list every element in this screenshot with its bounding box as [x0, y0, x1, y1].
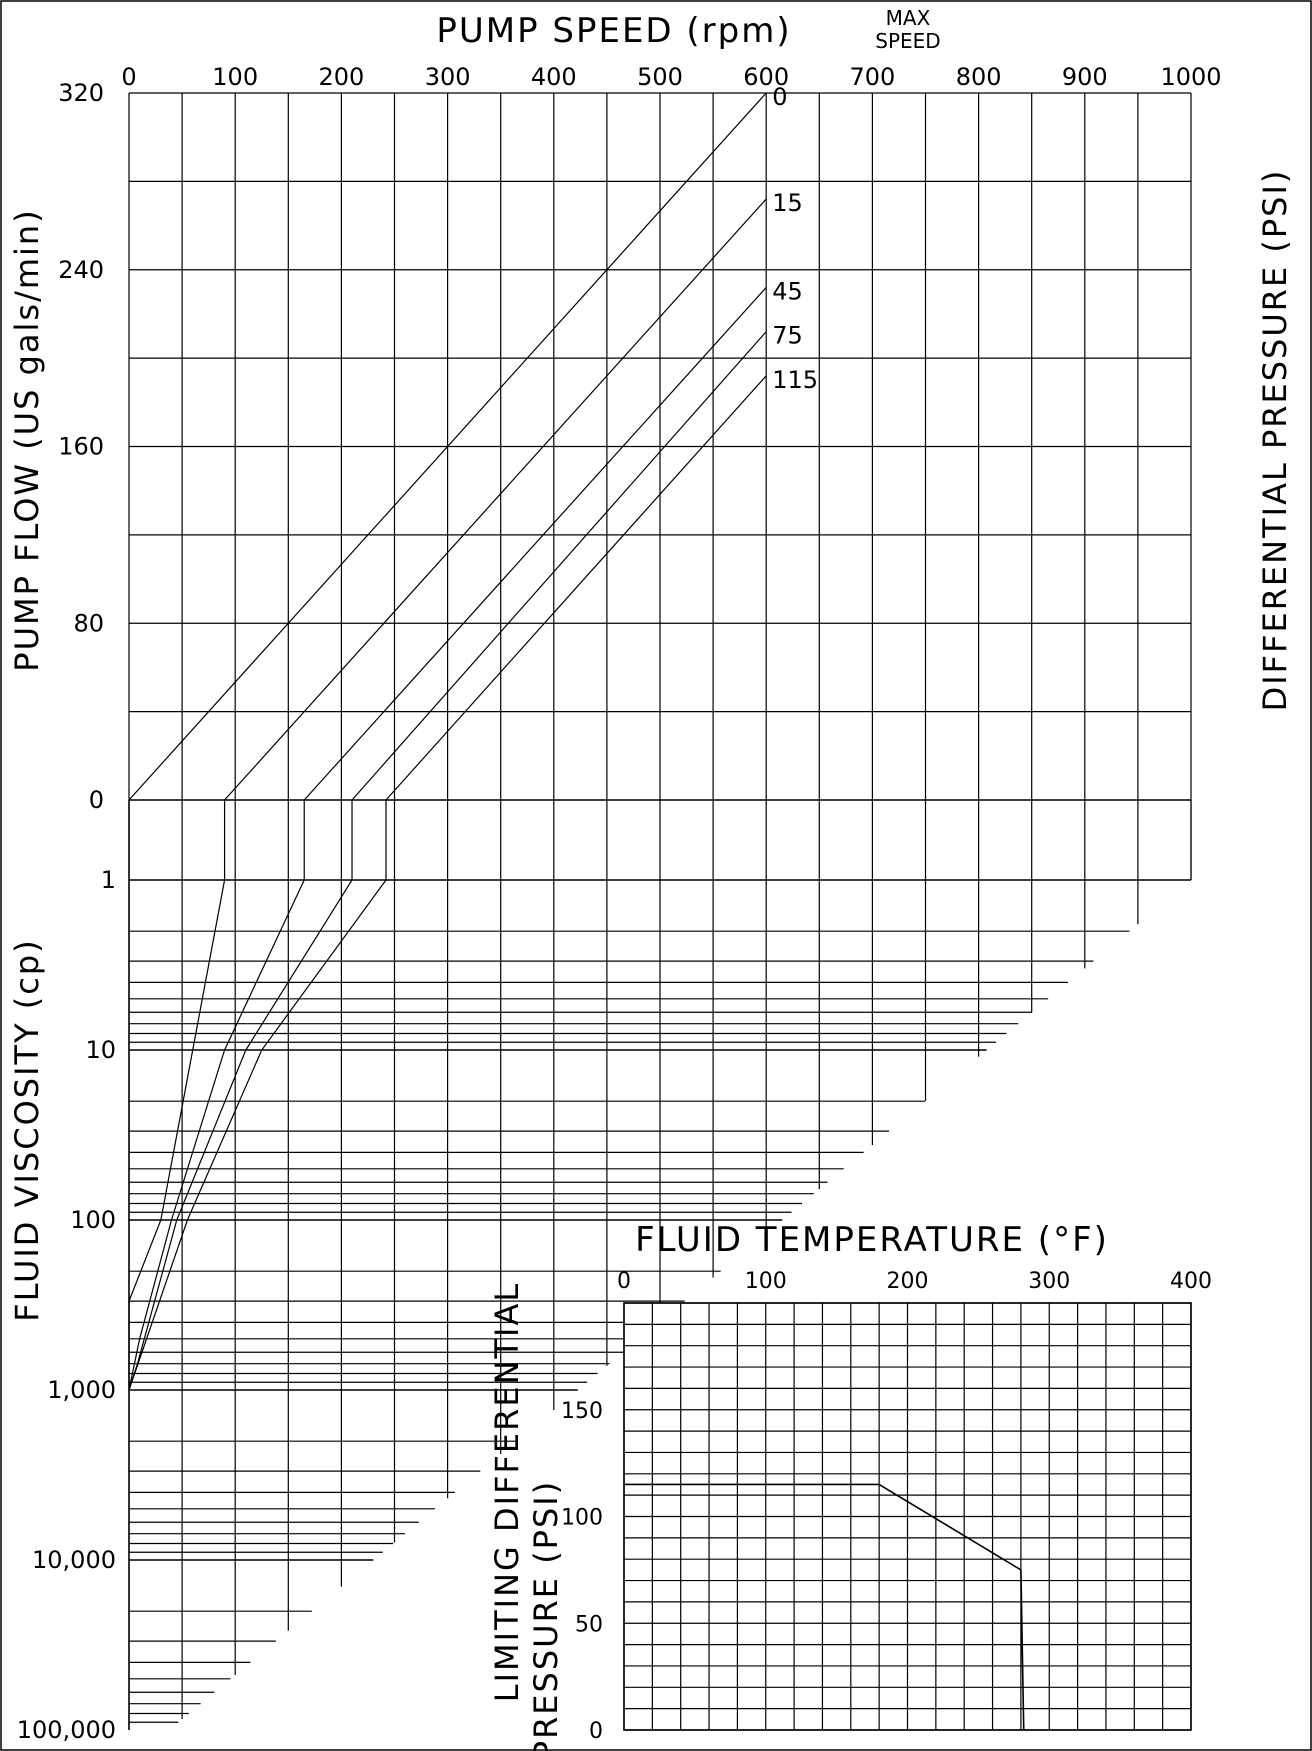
pump-flow-axis-label: PUMP FLOW (US gals/min): [8, 208, 46, 671]
limiting-pressure-label-line2: PRESSURE (PSI): [527, 1480, 565, 1751]
pressure-line-0: [128, 92, 767, 801]
fluid-temperature-title: FLUID TEMPERATURE (°F): [635, 1220, 1109, 1260]
limiting-pressure-curve: [624, 1483, 1025, 1731]
y-tick-label: 80: [73, 609, 104, 637]
fluid-viscosity-axis-label: FLUID VISCOSITY (cp): [8, 938, 46, 1321]
pressure-line-45: [303, 287, 767, 801]
inset-x-tick-label: 400: [1170, 1269, 1212, 1294]
viscosity-tick-label: 1: [101, 866, 116, 894]
viscosity-tick-label: 100: [70, 1206, 116, 1234]
pressure-line-115: [385, 375, 767, 801]
x-tick-label: 300: [425, 63, 471, 91]
y-tick-label: 160: [58, 433, 104, 461]
x-tick-label: 600: [743, 63, 789, 91]
y-tick-label: 0: [89, 786, 104, 814]
viscosity-tick-label: 10,000: [32, 1546, 116, 1574]
max-speed-label-top: MAX: [886, 6, 931, 30]
inset-x-tick-label: 300: [1028, 1269, 1070, 1294]
pressure-line-label: 115: [772, 366, 818, 394]
inset-y-tick-label: 0: [589, 1719, 603, 1744]
pressure-line-label: 15: [772, 189, 803, 217]
x-tick-label: 0: [121, 63, 136, 91]
pressure-line-label: 45: [772, 277, 803, 305]
inset-y-tick-label: 150: [561, 1399, 603, 1424]
pressure-line-75: [351, 331, 767, 801]
inset-x-tick-label: 0: [617, 1269, 631, 1294]
max-speed-label-bottom: SPEED: [875, 29, 940, 53]
flow-speed-plot: 0 100 200 300 400 500 600 700 800 900 100032024016…: [58, 63, 1221, 814]
viscosity-curve-45: [128, 800, 305, 1391]
pressure-line-label: 0: [772, 83, 787, 111]
viscosity-tick-label: 1,000: [47, 1376, 116, 1404]
x-tick-label: 800: [956, 63, 1002, 91]
x-tick-label: 100: [212, 63, 258, 91]
x-tick-label: 200: [318, 63, 364, 91]
temperature-plot: 0 100 200 300 400 150 100 50 0: [561, 1269, 1212, 1744]
x-tick-label: 900: [1062, 63, 1108, 91]
x-tick-label: 500: [637, 63, 683, 91]
inset-x-tick-label: 200: [887, 1269, 929, 1294]
pump-speed-title: PUMP SPEED (rpm): [436, 11, 791, 51]
viscosity-curve-15: [128, 800, 226, 1390]
inset-x-tick-label: 100: [745, 1269, 787, 1294]
x-tick-label: 1000: [1160, 63, 1221, 91]
x-tick-label: 700: [849, 63, 895, 91]
viscosity-plot: 1 10 100 1,000 10,000 100,000: [17, 800, 1192, 1744]
inset-frame: [623, 1302, 1192, 1731]
viscosity-tick-label: 10: [85, 1036, 116, 1064]
pressure-line-15: [224, 198, 767, 801]
inset-y-tick-label: 50: [575, 1612, 603, 1637]
y-tick-label: 320: [58, 79, 104, 107]
pressure-line-label: 75: [772, 322, 803, 350]
viscosity-curve-115: [128, 800, 387, 1391]
limiting-pressure-label-line1: LIMITING DIFFERENTIAL: [488, 1282, 526, 1702]
x-tick-label: 400: [531, 63, 577, 91]
inset-y-tick-label: 100: [561, 1506, 603, 1531]
y-tick-label: 240: [58, 256, 104, 284]
differential-pressure-axis-label: DIFFERENTIAL PRESSURE (PSI): [1256, 169, 1294, 712]
viscosity-tick-label: 100,000: [17, 1716, 116, 1744]
